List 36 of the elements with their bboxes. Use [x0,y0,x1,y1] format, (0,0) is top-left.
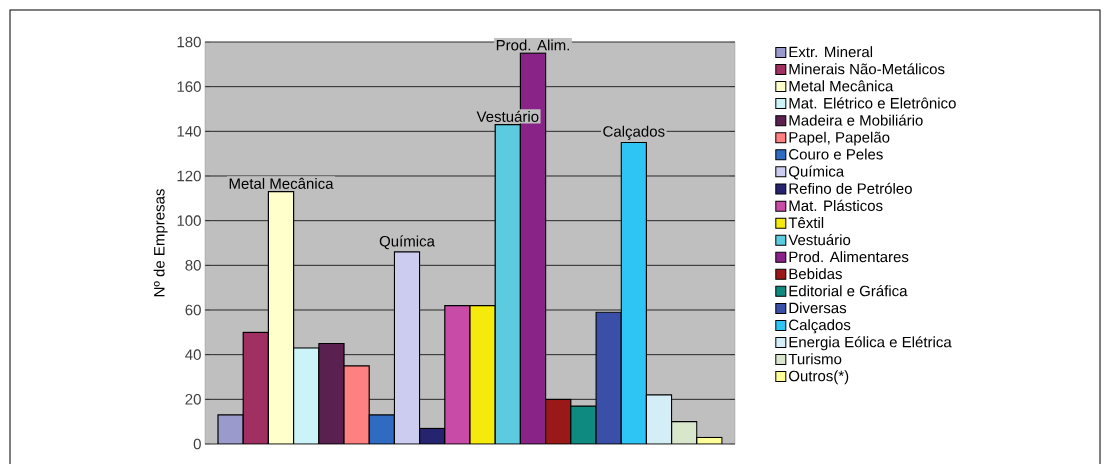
y-tick-label: 60 [185,304,201,316]
legend-label: Refino de Petróleo [789,182,912,194]
y-tick-label: 180 [177,36,201,48]
y-tick-label: 100 [177,215,201,226]
legend-label: Vestuário [788,234,851,246]
legend-label: Metal Mecânica [789,80,894,92]
annotation: Prod. Alim. [496,39,569,51]
legend-label: Editorial e Gráfica [789,285,908,297]
y-tick-label: 160 [177,81,201,92]
legend-label: Turismo [788,353,842,365]
legend-label: Energia Eólica e Elétrica [789,336,952,351]
legend-label: Têxtil [788,217,824,229]
legend-label: Diversas [789,302,847,314]
y-tick-label: 20 [185,394,201,405]
legend-label: Calçados [789,319,851,334]
y-tick-label: 120 [177,170,201,182]
legend-label: Química [789,165,845,180]
y-axis-title: Nº de Empresas [153,189,168,297]
legend-label: Bebidas [789,268,842,280]
legend-label: Minerais Não-Metálicos [789,63,945,75]
legend-label: Papel, Papelão [789,131,890,146]
legend-label: Mat. Elétrico e Eletrônico [789,97,956,109]
legend-label: Madeira e Mobiliário [789,114,923,126]
y-tick-label: 80 [185,260,201,271]
annotation: Metal Mecânica [229,177,334,189]
legend-label: Prod. Alimentares [789,251,909,263]
legend-label: Couro e Peles [789,148,883,160]
annotation: Química [379,235,435,250]
y-tick-label: 140 [177,126,201,137]
legend-label: Outros(*) [789,370,849,385]
legend-label: Mat. Plásticos [789,199,883,212]
annotation: Vestuário [476,110,539,122]
legend-label: Extr. Mineral [789,46,873,58]
y-tick-label: 40 [185,349,201,360]
annotation: Calçados [603,125,665,140]
y-tick-label: 0 [193,438,201,450]
